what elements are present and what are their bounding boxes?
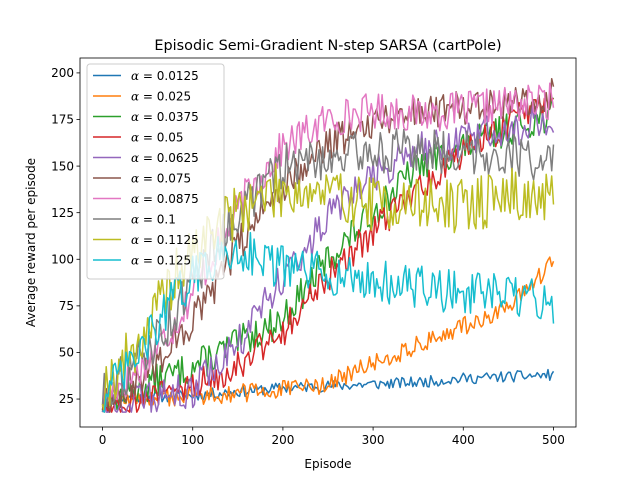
legend-entry-3: α = 0.05 xyxy=(131,131,184,145)
y-tick-label: 150 xyxy=(51,159,74,173)
y-tick-label: 50 xyxy=(59,346,74,360)
legend-value: 0.1125 xyxy=(157,233,199,247)
legend-prefix: α = xyxy=(131,131,157,145)
legend-entry-5: α = 0.075 xyxy=(131,172,191,186)
series-line-1 xyxy=(101,256,555,411)
series-line-7 xyxy=(101,128,555,407)
legend-entry-7: α = 0.1 xyxy=(131,213,176,227)
legend-entry-2: α = 0.0375 xyxy=(131,110,199,124)
legend-entry-4: α = 0.0625 xyxy=(131,151,199,165)
legend-value: 0.05 xyxy=(157,131,184,145)
legend-entry-1: α = 0.025 xyxy=(131,90,191,104)
legend-prefix: α = xyxy=(131,233,157,247)
legend-prefix: α = xyxy=(131,90,157,104)
legend-value: 0.0125 xyxy=(157,69,199,83)
legend-value: 0.025 xyxy=(157,90,191,104)
plot-frame xyxy=(79,57,577,428)
series-line-4 xyxy=(101,105,555,413)
series-line-0 xyxy=(102,368,555,405)
legend-value: 0.075 xyxy=(157,172,191,186)
y-tick-label: 125 xyxy=(51,206,74,220)
legend-value: 0.0625 xyxy=(157,151,199,165)
legend-entry-6: α = 0.0875 xyxy=(131,192,199,206)
legend-prefix: α = xyxy=(131,213,157,227)
legend-entry-8: α = 0.1125 xyxy=(131,233,199,247)
legend-prefix: α = xyxy=(131,172,157,186)
legend-value: 0.0875 xyxy=(157,192,199,206)
legend-entry-0: α = 0.0125 xyxy=(131,69,199,83)
legend-prefix: α = xyxy=(131,69,157,83)
y-tick-label: 200 xyxy=(51,66,74,80)
legend-box xyxy=(86,63,225,280)
x-tick-label: 400 xyxy=(452,433,475,447)
x-tick-label: 500 xyxy=(542,433,565,447)
x-tick-label: 0 xyxy=(99,433,107,447)
x-axis-label: Episode xyxy=(304,457,351,471)
x-tick-label: 100 xyxy=(181,433,204,447)
legend-value: 0.1 xyxy=(157,213,176,227)
chart-title: Episodic Semi-Gradient N-step SARSA (car… xyxy=(154,38,501,54)
x-tick-label: 200 xyxy=(271,433,294,447)
x-tick-label: 300 xyxy=(362,433,385,447)
y-tick-label: 100 xyxy=(51,252,74,266)
y-axis: 25 50 75 100 125 150 175 200 xyxy=(51,66,80,406)
series-line-6 xyxy=(101,82,555,407)
legend-prefix: α = xyxy=(131,254,157,268)
y-tick-label: 25 xyxy=(59,392,74,406)
legend-prefix: α = xyxy=(131,192,157,206)
legend-entry-9: α = 0.125 xyxy=(131,254,191,268)
legend-prefix: α = xyxy=(131,151,157,165)
legend-prefix: α = xyxy=(131,110,157,124)
series-line-5 xyxy=(101,77,555,413)
legend-value: 0.0375 xyxy=(157,110,199,124)
y-tick-label: 175 xyxy=(51,113,74,127)
x-axis: 0 100 200 300 400 500 xyxy=(99,427,565,447)
y-axis-label: Average reward per episode xyxy=(24,158,38,327)
y-tick-label: 75 xyxy=(59,299,74,313)
legend-value: 0.125 xyxy=(157,254,191,268)
